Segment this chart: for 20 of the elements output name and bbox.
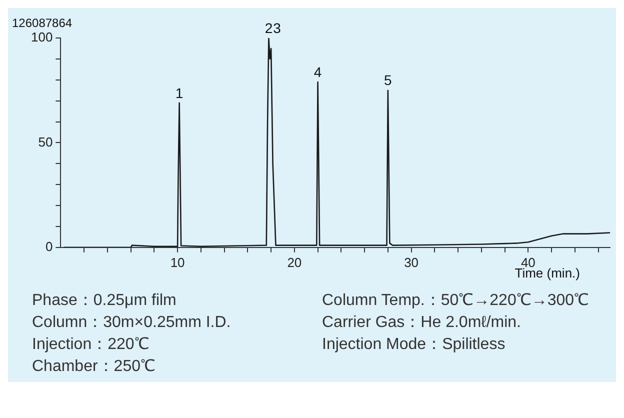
x-tick-label: 40	[520, 254, 536, 270]
text: Column Temp.：50℃→220℃→300℃	[322, 291, 590, 311]
y-tick-label: 100	[30, 30, 53, 45]
annotation: 2	[264, 20, 273, 36]
text: Chamber：250℃	[32, 357, 156, 377]
text: Injection：220℃	[32, 335, 150, 355]
annotation: 1	[175, 84, 184, 101]
x-tick-label: 20	[287, 254, 302, 270]
x-tick-label: 10	[170, 254, 185, 270]
x-tick-label: 30	[404, 254, 419, 270]
annotation: 5	[384, 72, 392, 88]
text: Injection Mode：Spilitless	[322, 335, 506, 355]
annotation: 4	[314, 64, 322, 80]
text: Phase：0.25μm film	[32, 291, 178, 311]
y-tick-label: 50	[38, 134, 53, 150]
text: Carrier Gas：He 2.0mℓ/min.	[322, 313, 522, 333]
y-tick-label: 0	[45, 238, 53, 254]
text: Column：30m×0.25mm I.D.	[32, 313, 232, 333]
text: 126087864	[12, 16, 72, 30]
annotation: 3	[273, 20, 282, 36]
